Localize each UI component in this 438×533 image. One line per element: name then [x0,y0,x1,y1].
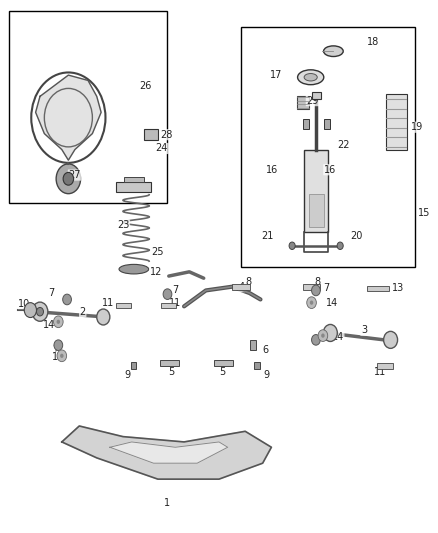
Ellipse shape [304,74,317,81]
Text: 28: 28 [160,130,173,140]
Polygon shape [62,426,272,479]
Text: 4: 4 [239,282,245,292]
Text: 16: 16 [324,165,336,175]
Circle shape [384,332,398,349]
Text: 5: 5 [219,367,226,377]
Text: 11: 11 [374,367,387,377]
Text: 9: 9 [264,370,270,381]
Circle shape [63,294,71,305]
Circle shape [56,164,81,193]
Text: 26: 26 [140,81,152,91]
Bar [10,11,166,203]
Circle shape [310,301,313,305]
Text: 25: 25 [151,247,164,256]
Text: 16: 16 [266,165,278,175]
Text: 6: 6 [263,345,269,356]
Text: 8: 8 [245,278,251,287]
Text: 13: 13 [392,283,404,293]
Circle shape [57,320,60,324]
Circle shape [323,325,337,342]
Text: 19: 19 [411,122,424,132]
Circle shape [63,172,74,185]
Bar [297,96,309,109]
Text: 22: 22 [337,140,350,150]
Text: 11: 11 [102,297,114,308]
Circle shape [24,303,36,318]
Text: 23: 23 [117,220,130,230]
Circle shape [163,289,172,300]
Text: 2: 2 [80,306,86,317]
Circle shape [318,330,328,342]
Bar [117,182,151,191]
Text: 3: 3 [361,325,367,335]
Text: 17: 17 [270,70,283,80]
Text: 7: 7 [48,288,54,298]
Polygon shape [35,75,101,160]
Circle shape [32,302,48,321]
Polygon shape [110,442,228,463]
Circle shape [53,316,63,328]
Circle shape [54,340,63,351]
Text: 14: 14 [332,332,344,342]
Text: 14: 14 [52,352,64,362]
Circle shape [307,297,316,309]
Circle shape [97,309,110,325]
Bar [144,130,158,140]
Text: 18: 18 [367,37,380,47]
Text: 10: 10 [18,298,30,309]
Circle shape [311,285,320,296]
Ellipse shape [324,46,343,56]
Bar [241,27,416,266]
Bar [304,150,328,232]
Bar [124,176,144,182]
Circle shape [289,242,295,249]
Circle shape [311,335,320,345]
Bar [161,303,176,308]
Text: 1: 1 [163,498,170,508]
Bar [254,362,260,368]
Text: 12: 12 [150,267,162,277]
Circle shape [57,350,67,362]
Bar [312,92,321,99]
Text: 14: 14 [326,297,338,308]
Text: 15: 15 [418,208,430,219]
Text: 7: 7 [323,283,329,293]
Circle shape [36,308,43,316]
Ellipse shape [119,264,149,274]
Bar [367,286,389,292]
Bar [160,360,179,367]
Circle shape [60,354,64,358]
Text: 5: 5 [168,367,174,377]
Bar [250,340,256,351]
Text: 20: 20 [350,231,362,241]
Bar [324,119,330,130]
Text: 21: 21 [261,231,274,241]
Text: 14: 14 [43,320,55,330]
Text: 11: 11 [169,297,181,308]
Text: 7: 7 [52,345,58,356]
Bar [131,362,137,368]
Circle shape [337,242,343,249]
Text: 29: 29 [306,95,319,106]
Ellipse shape [297,70,324,85]
Text: 9: 9 [124,370,131,381]
Circle shape [321,334,325,338]
Text: 7: 7 [172,286,179,295]
Bar [377,364,393,368]
Text: 24: 24 [155,143,168,154]
Text: 8: 8 [314,278,320,287]
Bar [232,284,250,290]
Bar [117,303,131,308]
Bar [303,119,309,130]
Bar [214,360,233,367]
Bar [303,284,320,290]
Bar [308,193,324,227]
Bar [386,94,407,150]
Text: 27: 27 [68,170,81,180]
